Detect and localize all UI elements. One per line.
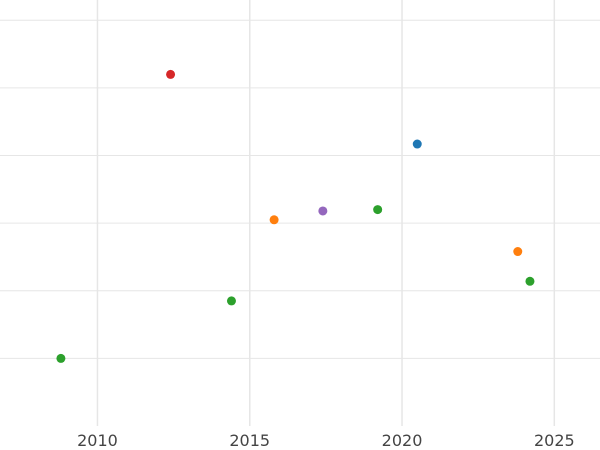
data-point [513,247,523,257]
data-point [269,215,279,225]
grid [0,0,600,426]
x-axis-ticks: 2010 2015 2020 2025 [77,431,575,450]
data-point [373,205,383,215]
x-tick-label: 2025 [534,431,575,450]
x-tick-label: 2015 [229,431,270,450]
data-point [525,276,535,286]
data-point [412,139,422,149]
data-point [318,206,328,216]
data-point [56,353,66,363]
x-tick-label: 2020 [382,431,423,450]
data-points [56,69,535,363]
data-point [166,69,176,79]
x-tick-label: 2010 [77,431,118,450]
data-point [226,296,236,306]
